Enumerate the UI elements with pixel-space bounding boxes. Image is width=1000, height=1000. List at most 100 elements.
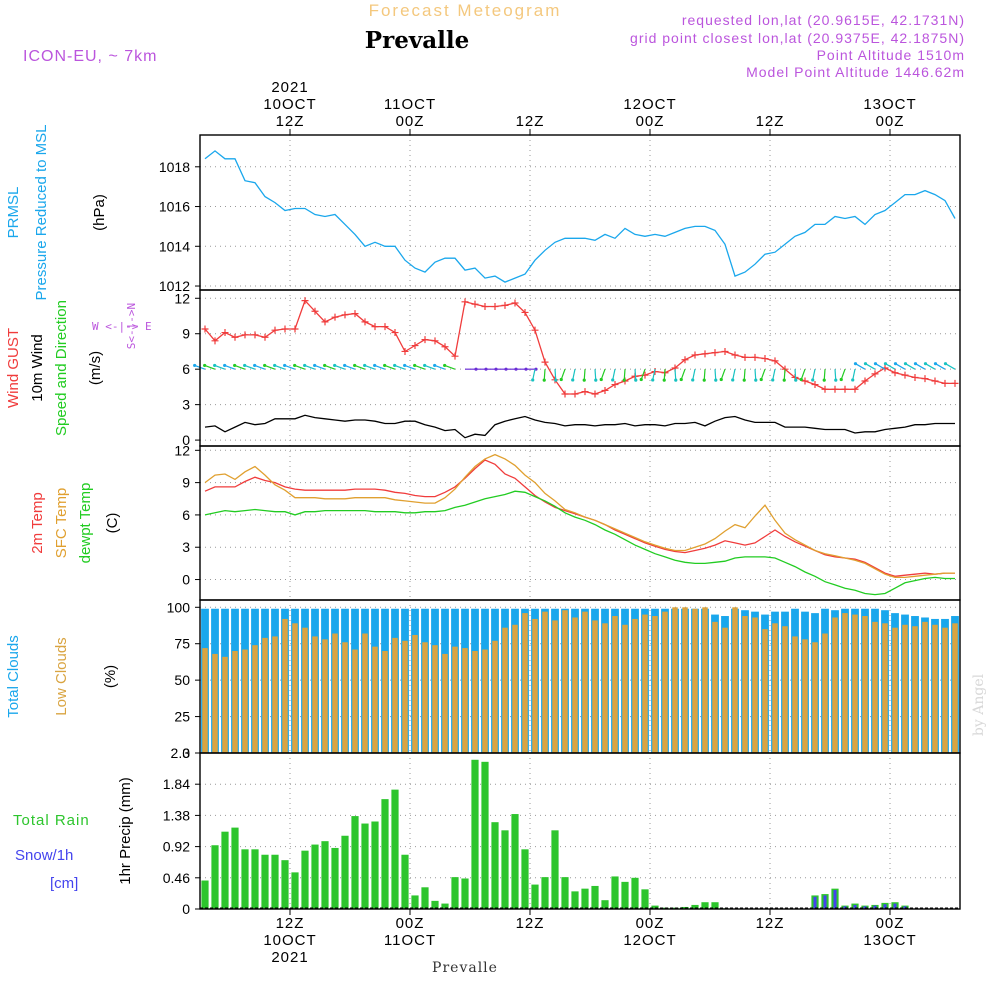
wind-arrow-head xyxy=(582,378,586,382)
wind-arrow xyxy=(783,369,786,381)
gust-marker xyxy=(261,333,269,341)
bar-rain xyxy=(291,872,299,909)
bar-low-cloud xyxy=(762,629,768,753)
gust-marker xyxy=(861,377,869,385)
wind-arrow xyxy=(652,369,656,381)
panel-label: Pressure Reduced to MSL xyxy=(33,125,50,301)
gust-marker xyxy=(601,386,609,394)
gust-marker xyxy=(871,370,879,378)
bar-low-cloud xyxy=(262,637,268,753)
compass-s-n: S<-|->N xyxy=(125,303,138,349)
wind-arrow-head xyxy=(873,362,878,366)
wind-arrow xyxy=(895,363,906,370)
time-label: 2021 xyxy=(271,79,308,96)
wind-arrow-head xyxy=(702,378,706,382)
wind-arrow-head xyxy=(679,377,683,382)
panel-unit-label: (C) xyxy=(104,513,121,534)
time-label: 12Z xyxy=(276,915,305,932)
wind-arrow xyxy=(823,369,826,381)
gust-marker xyxy=(451,352,459,360)
gust-marker xyxy=(431,337,439,345)
wind-arrow xyxy=(692,369,696,381)
gust-marker xyxy=(701,350,709,358)
bar-low-cloud xyxy=(912,626,918,753)
wind-arrow xyxy=(543,369,546,381)
wind-arrow xyxy=(560,368,566,380)
bar-low-cloud xyxy=(232,651,238,753)
bar-low-cloud xyxy=(792,636,798,753)
wind-arrow-head xyxy=(634,378,638,382)
bar-rain xyxy=(501,830,509,909)
wind-arrow xyxy=(760,368,766,380)
bar-low-cloud xyxy=(602,623,608,753)
bar-low-cloud xyxy=(412,634,418,753)
bar-low-cloud xyxy=(522,613,528,753)
wind-arrow xyxy=(284,364,296,370)
panel-pressure: 1012 1014 1016 1018 PRMSL Pressure Reduced to… xyxy=(5,125,961,301)
bar-low-cloud xyxy=(492,640,498,753)
y-tick-label: 50 xyxy=(174,672,190,688)
bar-low-cloud xyxy=(342,642,348,753)
wind-arrow-head xyxy=(373,363,377,368)
precip-snow-unit: [cm] xyxy=(50,875,78,892)
gust-marker xyxy=(381,323,389,331)
wind-arrow xyxy=(945,363,956,370)
bar-low-cloud xyxy=(722,627,728,753)
series-wind-1 xyxy=(204,414,955,439)
wind-arrow-head xyxy=(243,363,247,368)
bar-rain xyxy=(381,799,389,909)
bar-low-cloud xyxy=(322,639,328,753)
bar-rain xyxy=(491,822,499,909)
wind-arrow xyxy=(264,364,276,370)
bar-rain xyxy=(701,902,709,909)
y-tick-label: 75 xyxy=(174,636,190,652)
gust-marker xyxy=(421,336,429,344)
gust-marker xyxy=(241,331,249,339)
bar-low-cloud xyxy=(212,653,218,753)
wind-arrow xyxy=(204,364,216,370)
wind-arrow-head xyxy=(559,377,563,382)
bar-low-cloud xyxy=(832,617,838,753)
time-label: 11OCT xyxy=(384,96,436,113)
model-label: ICON-EU, ~ 7km xyxy=(23,48,157,65)
time-label: 00Z xyxy=(396,113,425,130)
bar-rain xyxy=(301,850,309,909)
series-wind-0 xyxy=(204,299,955,395)
wind-arrow xyxy=(324,364,336,370)
wind-arrow xyxy=(314,364,326,370)
wind-arrow xyxy=(794,369,797,381)
gust-marker xyxy=(921,375,929,383)
panel-unit-label: (hPa) xyxy=(91,194,108,231)
wind-arrow xyxy=(754,369,757,381)
gust-marker xyxy=(321,318,329,326)
bar-low-cloud xyxy=(562,610,568,753)
wind-arrow-head xyxy=(203,363,207,368)
bar-low-cloud xyxy=(302,627,308,753)
time-label: 13OCT xyxy=(863,932,916,949)
wind-arrow xyxy=(680,368,686,380)
gust-marker xyxy=(391,329,399,337)
wind-arrow xyxy=(444,364,456,370)
bar-low-cloud xyxy=(632,618,638,753)
wind-arrow xyxy=(935,363,946,370)
bar-low-cloud xyxy=(222,656,228,753)
time-label: 12Z xyxy=(756,915,785,932)
time-label: 00Z xyxy=(636,915,665,932)
y-tick-label: 0 xyxy=(182,572,190,588)
bar-low-cloud xyxy=(582,611,588,753)
wind-arrow xyxy=(532,369,536,381)
wind-arrow xyxy=(663,369,666,381)
wind-arrow xyxy=(354,364,366,370)
bar-low-cloud xyxy=(282,618,288,753)
gust-marker xyxy=(571,390,579,398)
bar-low-cloud xyxy=(822,633,828,753)
bar-rain xyxy=(531,884,539,909)
bar-low-cloud xyxy=(542,611,548,753)
wind-arrow-head xyxy=(531,378,535,382)
gust-marker xyxy=(311,307,319,315)
wind-arrow-head xyxy=(811,378,815,382)
wind-arrow xyxy=(703,369,706,381)
wind-arrow-head xyxy=(393,363,397,368)
gust-marker xyxy=(801,377,809,385)
